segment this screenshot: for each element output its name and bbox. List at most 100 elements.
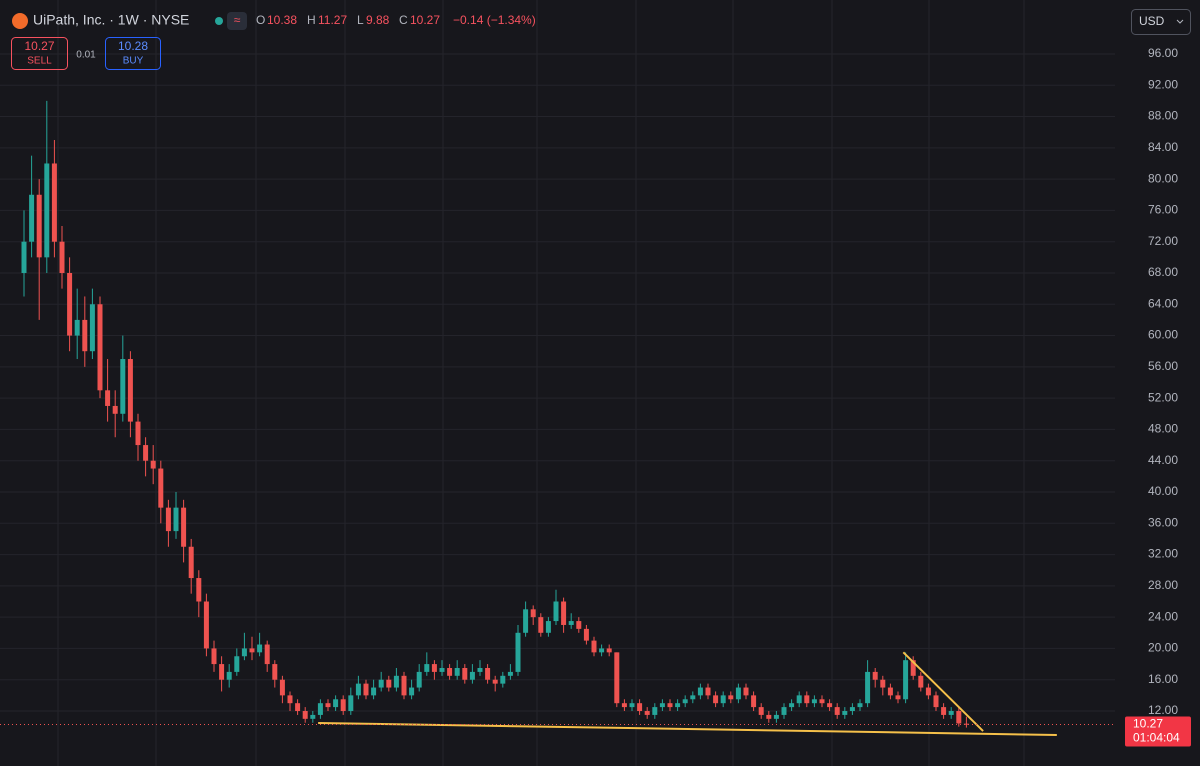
candle-body (735, 687, 741, 700)
candle-body (226, 671, 232, 680)
candle-body (82, 319, 88, 352)
candle-body (310, 714, 316, 719)
candle-body (849, 707, 855, 712)
candle-body (659, 703, 665, 708)
candle-body (431, 664, 437, 672)
candle-body (872, 671, 878, 680)
candle-body (705, 687, 711, 696)
candle-body (89, 304, 95, 352)
candle-body (36, 194, 42, 258)
candle-body (561, 601, 567, 625)
candle-body (903, 660, 909, 700)
candle-body (667, 703, 673, 708)
candle-body (203, 601, 209, 649)
candle-body (196, 578, 202, 602)
l-label: L (357, 13, 364, 27)
candle-body (477, 667, 483, 672)
candle-body (880, 679, 886, 688)
y-tick-label: 60.00 (1148, 328, 1178, 342)
candle-body (834, 707, 840, 715)
candle-body (401, 675, 407, 696)
candle-body (925, 687, 931, 696)
y-tick-label: 40.00 (1148, 484, 1178, 498)
candle-body (682, 699, 688, 704)
h-value: 11.27 (318, 13, 347, 27)
candle-body (355, 683, 361, 696)
candle-body (523, 609, 529, 633)
indicator-icon: ≈ (234, 13, 241, 27)
candle-body (720, 695, 726, 704)
candle-body (158, 468, 164, 508)
candle-body (454, 667, 460, 676)
candle-body (378, 679, 384, 688)
y-tick-label: 36.00 (1148, 515, 1178, 529)
candle-body (447, 667, 453, 676)
status-dot (215, 17, 223, 25)
candle-body (135, 421, 141, 446)
candle-body (67, 272, 73, 336)
symbol: UiPath, Inc. · 1W · NYSE (33, 12, 189, 28)
candle-body (751, 695, 757, 708)
y-tick-label: 96.00 (1148, 46, 1178, 60)
candle-body (773, 714, 779, 719)
candle-body (530, 609, 536, 618)
candle-body (333, 699, 339, 708)
candle-body (150, 460, 156, 469)
candle-body (127, 359, 133, 422)
y-tick-label: 28.00 (1148, 578, 1178, 592)
buy-price: 10.28 (118, 39, 148, 53)
buy-button[interactable] (105, 37, 161, 70)
candle-body (652, 707, 658, 715)
y-tick-label: 76.00 (1148, 203, 1178, 217)
candle-body (576, 621, 582, 629)
indicator-button[interactable] (227, 12, 247, 30)
candle-body (234, 656, 240, 672)
candle-body (241, 648, 247, 657)
candle-body (629, 703, 635, 708)
candle-body (363, 683, 369, 696)
candle-body (393, 675, 399, 688)
candle-body (340, 699, 346, 712)
candle-body (97, 304, 103, 391)
candle-body (264, 644, 270, 665)
candle-body (697, 687, 703, 696)
candle-body (933, 695, 939, 708)
countdown: 01:04:04 (1133, 731, 1180, 745)
currency-select[interactable] (1131, 9, 1191, 35)
candle-body (409, 687, 415, 696)
y-tick-label: 64.00 (1148, 296, 1178, 310)
price-badge (1125, 716, 1191, 747)
h-label: H (307, 13, 316, 27)
candle-body (44, 163, 50, 258)
candle-body (568, 621, 574, 625)
sell-label: SELL (27, 56, 52, 67)
candle-body (317, 703, 323, 715)
candle-body (789, 703, 795, 708)
candle-body (515, 632, 521, 672)
candle-body (956, 711, 962, 724)
candle-body (181, 507, 187, 547)
time-grid (57, 0, 1025, 766)
candle-body (507, 671, 513, 676)
candle-body (583, 628, 589, 641)
candle-body (386, 679, 392, 688)
candle-body (918, 675, 924, 688)
candle-body (249, 648, 255, 653)
candle-body (948, 711, 954, 715)
candle-body (614, 652, 620, 704)
y-tick-label: 48.00 (1148, 422, 1178, 436)
candle-body (690, 695, 696, 700)
candle-body (910, 660, 916, 676)
candle-body (188, 546, 194, 579)
candle-body (728, 695, 734, 700)
sell-button[interactable] (11, 37, 68, 70)
candle-body (758, 707, 764, 715)
y-tick-label: 52.00 (1148, 390, 1178, 404)
candle-body (211, 648, 217, 665)
candle-body (819, 699, 825, 704)
candle-body (553, 601, 559, 622)
y-tick-label: 24.00 (1148, 609, 1178, 623)
candle-body (796, 695, 802, 704)
candle-body (842, 711, 848, 715)
